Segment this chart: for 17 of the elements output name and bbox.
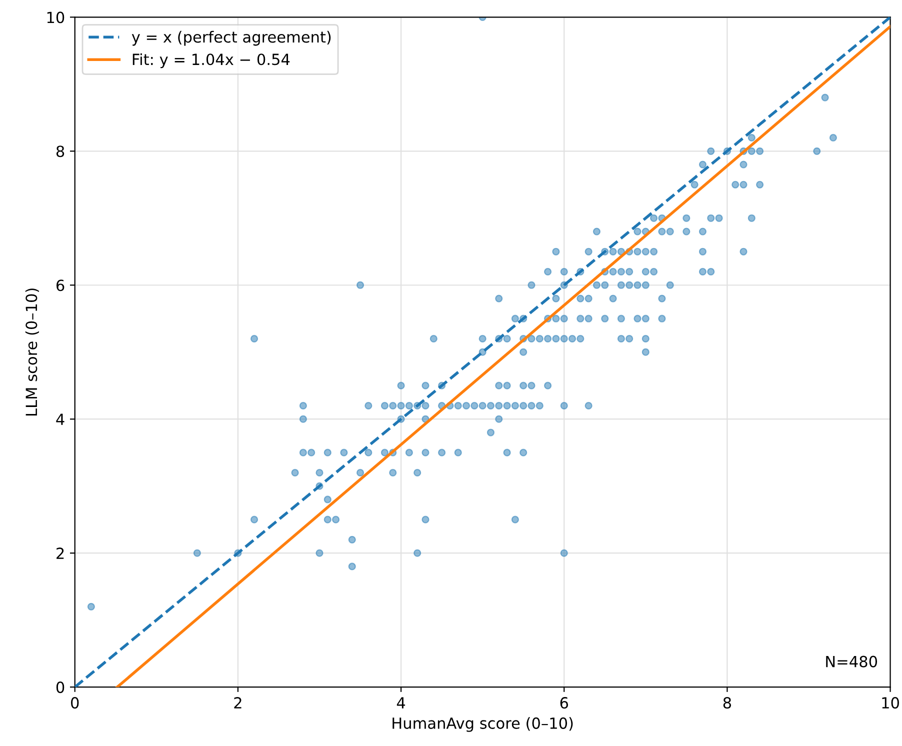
x-tick-label: 2 — [234, 697, 242, 708]
y-tick-label: 0 — [56, 682, 64, 694]
y-tick-label: 2 — [56, 548, 64, 559]
legend-label: y = x (perfect agreement) — [132, 30, 331, 46]
x-tick-label: 0 — [71, 697, 79, 709]
legend-label: Fit: y = 1.04x − 0.54 — [132, 53, 290, 68]
y-axis-title: LLM score (0–10) — [25, 288, 39, 416]
y-tick-label: 4 — [56, 414, 64, 425]
x-tick-label: 8 — [723, 697, 732, 709]
annotation: N=480 — [826, 656, 878, 668]
x-axis-title: HumanAvg score (0–10) — [392, 717, 573, 732]
x-tick-label: 10 — [882, 697, 899, 709]
x-tick-label: 4 — [396, 697, 406, 708]
y-tick-label: 8 — [56, 146, 64, 158]
x-tick-label: 6 — [560, 697, 568, 709]
y-tick-label: 10 — [47, 12, 64, 24]
y-tick-label: 6 — [56, 280, 64, 292]
